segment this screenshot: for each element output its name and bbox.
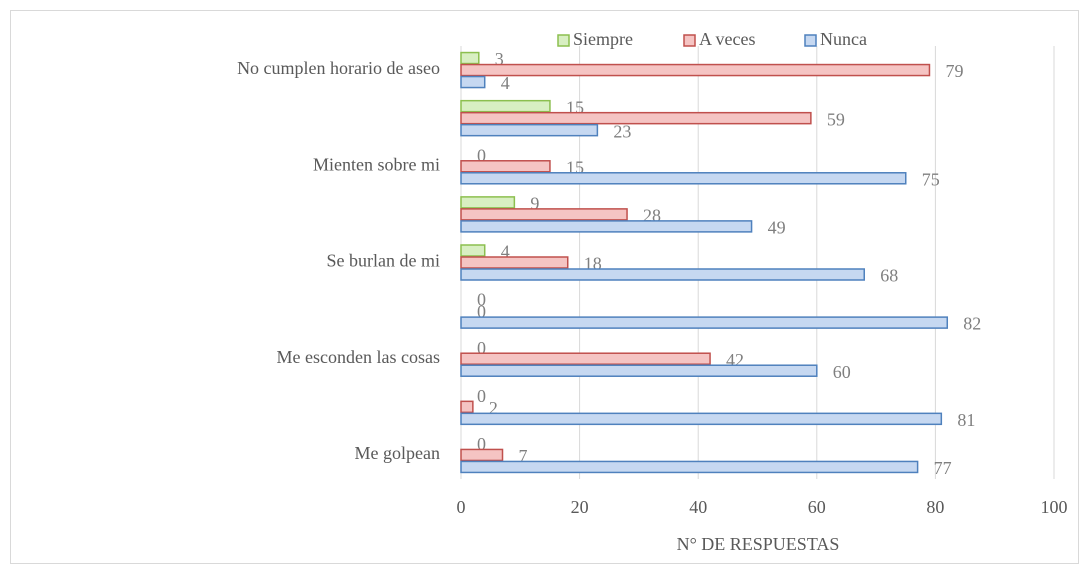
data-label: 60 [833, 362, 851, 382]
bar [460, 364, 818, 377]
bar [460, 412, 943, 426]
data-label: 23 [613, 121, 631, 141]
data-label: 0 [477, 386, 486, 406]
data-label: 68 [880, 266, 898, 286]
data-label: 0 [477, 145, 486, 165]
bar [460, 316, 949, 329]
x-tick-label: 40 [689, 497, 707, 517]
data-label: 3 [495, 49, 504, 69]
data-label: 82 [963, 314, 981, 334]
legend-swatch [557, 34, 570, 47]
bar [460, 51, 480, 65]
x-tick-label: 80 [926, 497, 944, 517]
data-label: 7 [519, 446, 528, 466]
bar [460, 244, 486, 257]
x-tick-label: 0 [457, 497, 466, 517]
y-tick-label: Me golpean [355, 443, 440, 463]
y-tick-label: Se burlan de mi [327, 251, 440, 271]
bar [460, 160, 551, 173]
bar [460, 172, 907, 185]
bar [460, 196, 516, 209]
data-label: 59 [827, 109, 845, 129]
x-tick-label: 100 [1041, 497, 1068, 517]
legend-swatch [683, 34, 696, 47]
data-label: 0 [477, 302, 486, 322]
data-label: 0 [477, 434, 486, 454]
data-label: 2 [489, 398, 498, 418]
chart-border [10, 10, 1079, 564]
bar [460, 123, 599, 137]
legend-label: A veces [699, 29, 755, 49]
bar [460, 75, 486, 89]
x-tick-label: 20 [571, 497, 589, 517]
data-label: 9 [530, 194, 539, 214]
data-label: 49 [768, 218, 786, 238]
bar [460, 268, 865, 281]
x-axis-title: N° DE RESPUESTAS [677, 534, 840, 554]
data-label: 4 [501, 242, 510, 262]
data-label: 77 [934, 458, 952, 478]
bar [460, 63, 931, 77]
y-tick-label: No cumplen horario de aseo [237, 58, 440, 78]
bar [460, 400, 474, 414]
bar [460, 220, 753, 233]
data-label: 75 [922, 169, 940, 189]
data-label: 79 [945, 61, 963, 81]
bar [460, 352, 711, 365]
bar [460, 99, 551, 113]
bar [460, 460, 919, 474]
legend-label: Siempre [573, 29, 633, 49]
data-label: 0 [477, 290, 486, 310]
data-label: 4 [501, 73, 510, 93]
data-label: 81 [957, 410, 975, 430]
legend-label: Nunca [820, 29, 867, 49]
bar [460, 111, 812, 125]
bar [460, 208, 628, 221]
y-tick-label: Mienten sobre mi [313, 154, 440, 174]
bar [460, 256, 569, 269]
legend-swatch [804, 34, 817, 47]
x-tick-label: 60 [808, 497, 826, 517]
bar [460, 448, 504, 462]
y-tick-label: Me esconden las cosas [277, 347, 440, 367]
data-label: 0 [477, 338, 486, 358]
